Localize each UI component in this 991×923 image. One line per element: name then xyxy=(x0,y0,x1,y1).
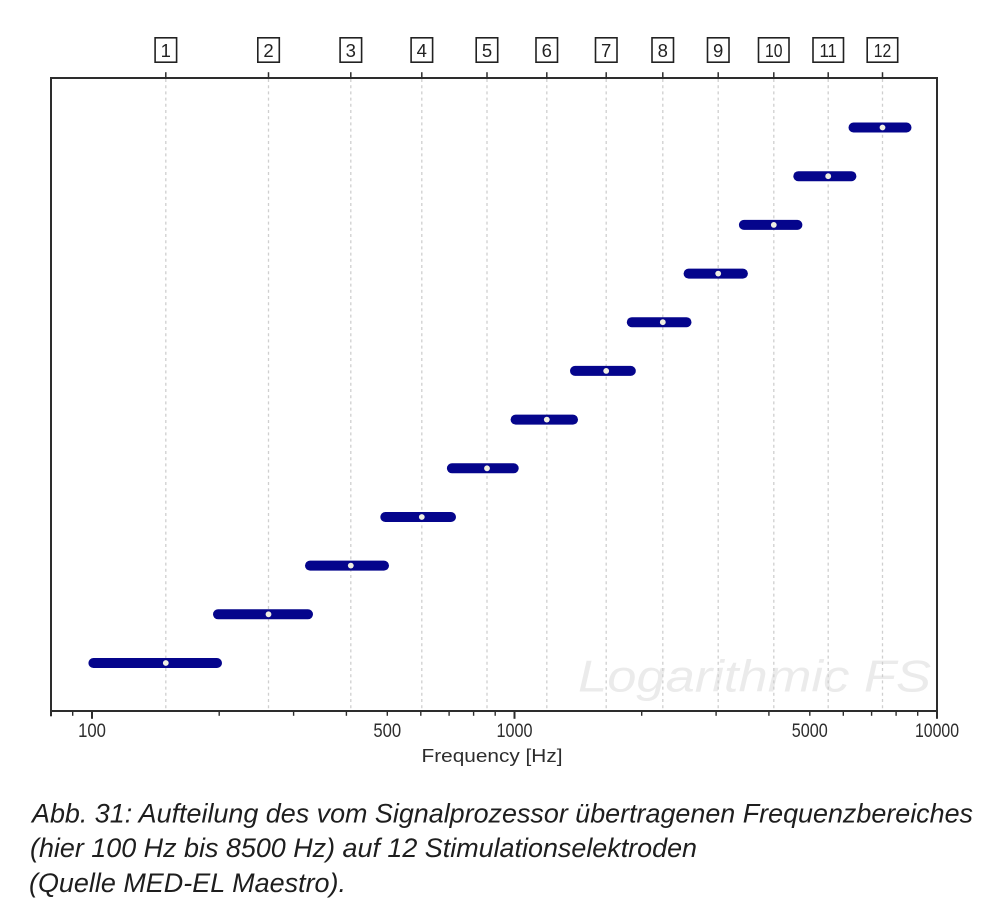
svg-text:Abb. 31: Aufteilung des vom Si: Abb. 31: Aufteilung des vom Signalprozes… xyxy=(30,798,973,828)
svg-text:5000: 5000 xyxy=(792,721,828,742)
svg-text:500: 500 xyxy=(373,721,401,742)
svg-text:7: 7 xyxy=(601,40,611,61)
svg-text:Logarithmic FS: Logarithmic FS xyxy=(578,653,931,702)
svg-text:11: 11 xyxy=(819,40,837,61)
svg-text:6: 6 xyxy=(542,40,552,61)
svg-text:Frequency [Hz]: Frequency [Hz] xyxy=(422,746,563,766)
svg-text:(hier 100 Hz bis 8500 Hz) auf: (hier 100 Hz bis 8500 Hz) auf 12 Stimula… xyxy=(30,833,697,863)
svg-text:10000: 10000 xyxy=(915,721,959,742)
svg-text:1: 1 xyxy=(161,40,171,61)
svg-text:8: 8 xyxy=(658,40,668,61)
svg-text:9: 9 xyxy=(713,40,723,61)
svg-text:10: 10 xyxy=(765,40,783,61)
svg-text:12: 12 xyxy=(874,40,892,61)
svg-text:3: 3 xyxy=(346,40,356,61)
svg-text:(Quelle MED-EL Maestro).: (Quelle MED-EL Maestro). xyxy=(29,868,346,898)
svg-text:1000: 1000 xyxy=(497,721,533,742)
svg-text:100: 100 xyxy=(78,721,106,742)
svg-text:2: 2 xyxy=(263,40,273,61)
svg-text:4: 4 xyxy=(417,40,427,61)
svg-text:5: 5 xyxy=(482,40,492,61)
